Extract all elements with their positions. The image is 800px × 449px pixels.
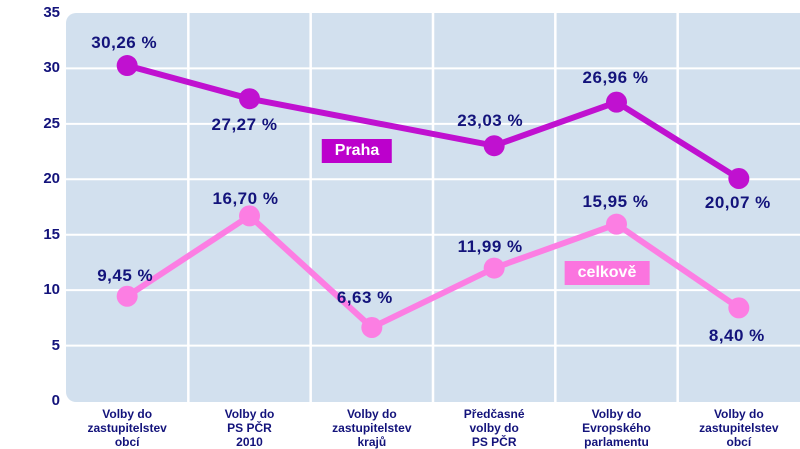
y-tick-label-0: 0	[51, 392, 60, 409]
data-point-Praha-3	[606, 91, 627, 113]
point-label-celkově-2: 6,63 %	[336, 287, 393, 307]
point-label-Praha-0: 30,26 %	[91, 32, 158, 52]
data-point-Praha-0	[116, 55, 138, 77]
series-line-celkově	[125, 212, 741, 332]
legend-label-Praha: Praha	[321, 139, 393, 163]
data-point-celkově-4	[606, 213, 627, 235]
legend-label-celkově: celkově	[564, 261, 650, 285]
point-label-celkově-3: 11,99 %	[457, 237, 523, 257]
y-tick-label-15: 15	[43, 225, 60, 243]
data-point-celkově-3	[483, 257, 505, 279]
y-tick-label-5: 5	[51, 336, 60, 354]
x-category-label-3: Předčasné volby do PS PČR	[463, 407, 525, 449]
x-category-label-0: Volby do zastupitelstev obcí	[87, 407, 167, 449]
data-point-celkově-0	[116, 285, 138, 307]
y-tick-label-10: 10	[43, 281, 60, 299]
x-category-label-2: Volby do zastupitelstev krajů	[332, 407, 412, 449]
point-label-celkově-0: 9,45 %	[97, 266, 154, 286]
y-tick-label-35: 35	[43, 4, 60, 21]
data-point-celkově-5	[728, 297, 750, 319]
y-tick-label-20: 20	[43, 170, 60, 188]
point-label-celkově-4: 15,95 %	[582, 192, 649, 212]
data-point-celkově-2	[361, 317, 383, 339]
point-label-Praha-5: 20,07 %	[704, 192, 771, 212]
x-category-label-1: Volby do PS PČR 2010	[224, 407, 275, 449]
point-label-Praha-4: 26,96 %	[582, 68, 649, 88]
y-tick-label-25: 25	[43, 114, 60, 132]
data-point-Praha-2	[483, 135, 505, 157]
point-label-Praha-1: 27,27 %	[211, 114, 278, 134]
point-label-Praha-3: 23,03 %	[457, 110, 524, 130]
y-tick-label-30: 30	[43, 59, 60, 77]
x-category-label-4: Volby do Evropského parlamentu	[582, 407, 651, 449]
point-label-celkově-5: 8,40 %	[708, 325, 765, 345]
data-point-celkově-1	[239, 205, 260, 227]
data-point-Praha-4	[728, 168, 750, 190]
x-category-label-5: Volby do zastupitelstev obcí	[699, 407, 779, 449]
data-point-Praha-1	[239, 88, 260, 110]
point-label-celkově-1: 16,70 %	[212, 188, 279, 208]
